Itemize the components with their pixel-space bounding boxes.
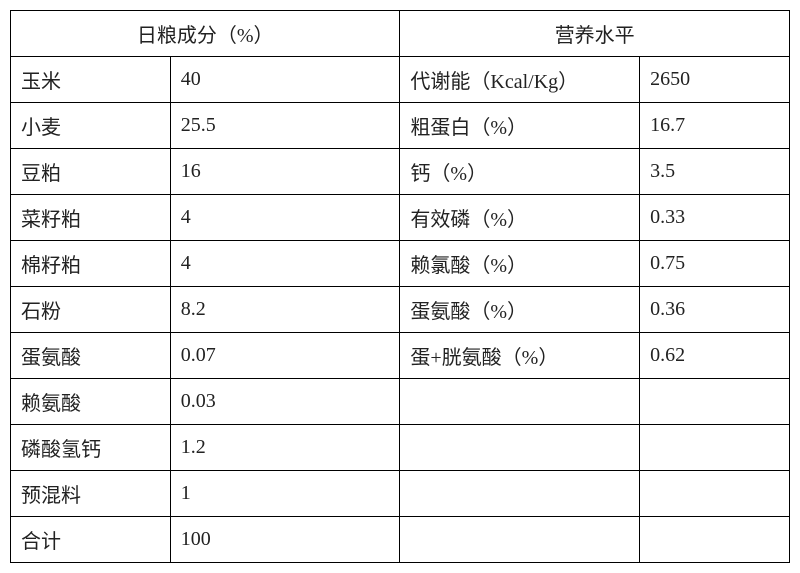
nutrient-val: 0.75 (640, 241, 790, 287)
ingredient-pct: 0.03 (170, 379, 400, 425)
ingredient-name: 石粉 (11, 287, 171, 333)
ingredient-name: 豆粕 (11, 149, 171, 195)
ingredient-pct: 40 (170, 57, 400, 103)
ingredient-name: 棉籽粕 (11, 241, 171, 287)
ingredient-name: 磷酸氢钙 (11, 425, 171, 471)
ingredient-pct: 1.2 (170, 425, 400, 471)
nutrient-val: 0.36 (640, 287, 790, 333)
ingredient-pct: 4 (170, 195, 400, 241)
nutrient-name (400, 379, 640, 425)
nutrient-name (400, 517, 640, 563)
ingredient-name: 小麦 (11, 103, 171, 149)
ingredient-name: 蛋氨酸 (11, 333, 171, 379)
table-row: 石粉 8.2 蛋氨酸（%） 0.36 (11, 287, 790, 333)
nutrient-val: 0.62 (640, 333, 790, 379)
nutrient-val (640, 517, 790, 563)
nutrient-name (400, 425, 640, 471)
ingredient-name: 合计 (11, 517, 171, 563)
nutrient-val: 2650 (640, 57, 790, 103)
table-row: 磷酸氢钙 1.2 (11, 425, 790, 471)
table-row: 赖氨酸 0.03 (11, 379, 790, 425)
feed-composition-table: 日粮成分（%） 营养水平 玉米 40 代谢能（Kcal/Kg） 2650 小麦 … (10, 10, 790, 563)
nutrient-val (640, 471, 790, 517)
nutrient-name (400, 471, 640, 517)
table-row: 棉籽粕 4 赖氯酸（%） 0.75 (11, 241, 790, 287)
ingredient-name: 预混料 (11, 471, 171, 517)
ingredient-pct: 4 (170, 241, 400, 287)
table-row: 预混料 1 (11, 471, 790, 517)
table-row: 玉米 40 代谢能（Kcal/Kg） 2650 (11, 57, 790, 103)
nutrient-name: 代谢能（Kcal/Kg） (400, 57, 640, 103)
ingredient-name: 玉米 (11, 57, 171, 103)
table-row: 合计 100 (11, 517, 790, 563)
ingredient-name: 赖氨酸 (11, 379, 171, 425)
nutrient-name: 赖氯酸（%） (400, 241, 640, 287)
nutrient-val: 0.33 (640, 195, 790, 241)
ingredient-pct: 25.5 (170, 103, 400, 149)
table-row: 豆粕 16 钙（%） 3.5 (11, 149, 790, 195)
nutrient-val: 16.7 (640, 103, 790, 149)
nutrient-val (640, 379, 790, 425)
ingredient-pct: 8.2 (170, 287, 400, 333)
header-nutrition: 营养水平 (400, 11, 790, 57)
ingredient-pct: 0.07 (170, 333, 400, 379)
ingredient-pct: 100 (170, 517, 400, 563)
table-row: 小麦 25.5 粗蛋白（%） 16.7 (11, 103, 790, 149)
ingredient-pct: 16 (170, 149, 400, 195)
ingredient-pct: 1 (170, 471, 400, 517)
table-row: 菜籽粕 4 有效磷（%） 0.33 (11, 195, 790, 241)
nutrient-val (640, 425, 790, 471)
header-ingredients: 日粮成分（%） (11, 11, 400, 57)
nutrient-name: 蛋氨酸（%） (400, 287, 640, 333)
table-row: 蛋氨酸 0.07 蛋+胱氨酸（%） 0.62 (11, 333, 790, 379)
header-row: 日粮成分（%） 营养水平 (11, 11, 790, 57)
nutrient-name: 钙（%） (400, 149, 640, 195)
nutrient-name: 粗蛋白（%） (400, 103, 640, 149)
ingredient-name: 菜籽粕 (11, 195, 171, 241)
nutrient-name: 有效磷（%） (400, 195, 640, 241)
nutrient-val: 3.5 (640, 149, 790, 195)
table-body: 玉米 40 代谢能（Kcal/Kg） 2650 小麦 25.5 粗蛋白（%） 1… (11, 57, 790, 563)
nutrient-name: 蛋+胱氨酸（%） (400, 333, 640, 379)
